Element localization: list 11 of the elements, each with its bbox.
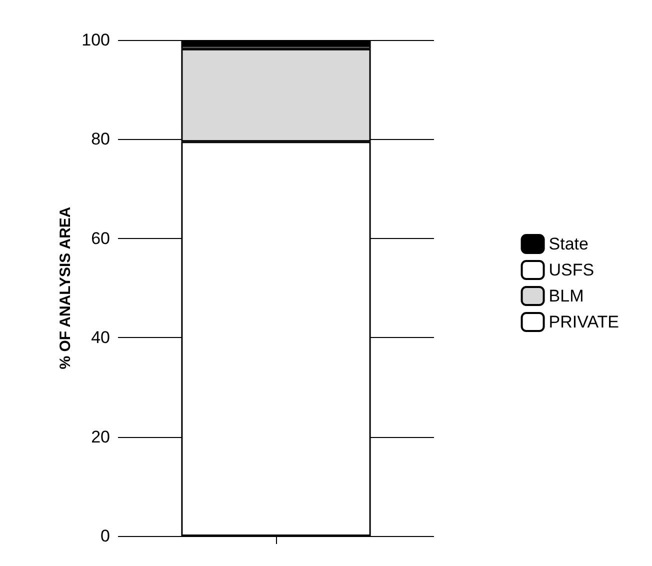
legend-label: PRIVATE xyxy=(548,312,619,332)
y-tick-label: 40 xyxy=(91,328,110,348)
y-tick-label: 20 xyxy=(91,427,110,446)
y-tick-label: 100 xyxy=(82,30,110,50)
y-axis-title: % OF ANALYSIS AREA xyxy=(57,206,74,370)
y-tick-label: 0 xyxy=(100,526,110,546)
legend-label: USFS xyxy=(548,260,594,280)
y-tick-label: 80 xyxy=(91,130,110,149)
y-tick-label: 60 xyxy=(91,228,110,248)
legend-label: BLM xyxy=(548,286,584,306)
legend-label: State xyxy=(548,234,588,254)
